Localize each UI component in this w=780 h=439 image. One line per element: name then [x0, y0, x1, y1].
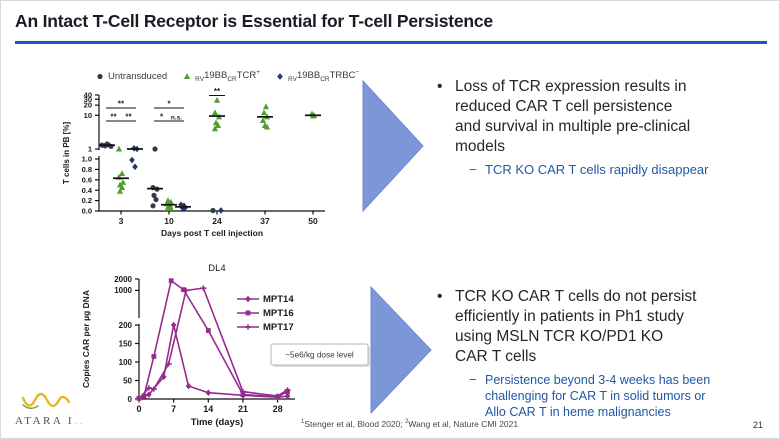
svg-text:0.4: 0.4	[82, 186, 93, 195]
svg-text:10: 10	[164, 216, 174, 226]
legend-marker-icon	[277, 73, 283, 80]
svg-text:0.2: 0.2	[82, 196, 92, 205]
svg-text:1000: 1000	[114, 286, 132, 295]
bullet-main-text: TCR KO CAR T cells do not persist effici…	[455, 288, 697, 366]
arrow-right-icon	[370, 285, 432, 415]
legend-marker-icon	[184, 73, 191, 80]
svg-text:**: **	[110, 113, 117, 122]
legend-item: Untransduced	[95, 71, 167, 82]
svg-text:150: 150	[119, 339, 133, 348]
svg-text:30: 30	[84, 95, 92, 104]
svg-text:0.6: 0.6	[82, 175, 92, 184]
svg-text:DL4: DL4	[208, 263, 225, 274]
page-title: An Intact T-Cell Receptor is Essential f…	[15, 11, 493, 31]
svg-text:Days post T cell injection: Days post T cell injection	[161, 228, 263, 238]
bullet-block-preclinical: • Loss of TCR expression results in redu…	[437, 77, 747, 178]
legend-item: RV19BBCRTCR+	[182, 69, 260, 83]
svg-text:Copies CAR per µg DNA: Copies CAR per µg DNA	[81, 290, 91, 388]
svg-text:3: 3	[119, 216, 124, 226]
svg-text:**: **	[214, 87, 221, 96]
svg-text:**: **	[118, 100, 125, 109]
sub-bullet-text: Persistence beyond 3-4 weeks has been ch…	[485, 372, 711, 419]
svg-text:37: 37	[260, 216, 270, 226]
legend-label: Untransduced	[108, 70, 168, 82]
svg-text:*: *	[160, 113, 164, 122]
svg-text:21: 21	[238, 404, 248, 414]
dash-icon: −	[469, 161, 477, 177]
svg-text:20: 20	[84, 101, 92, 110]
svg-text:n.s.: n.s.	[171, 115, 182, 122]
svg-text:2000: 2000	[114, 275, 132, 284]
svg-text:Time (days): Time (days)	[191, 417, 244, 428]
svg-text:*: *	[167, 100, 171, 109]
svg-text:MPT17: MPT17	[263, 322, 294, 333]
svg-text:0.0: 0.0	[82, 207, 92, 216]
svg-text:**: **	[125, 113, 132, 122]
atara-logo-icon	[21, 392, 71, 410]
bullet-icon: •	[437, 288, 443, 305]
dash-icon: −	[469, 371, 477, 387]
svg-text:0.8: 0.8	[82, 165, 92, 174]
bullet-icon: •	[437, 78, 443, 95]
legend-marker-icon	[97, 73, 103, 80]
page-number: 21	[752, 420, 763, 430]
line-chart-dl4-copies-car: DL4 0 50 100 150 200 1000 2000 0 7 14 21 28 Copies CA…	[81, 263, 370, 428]
scatter-legend: Untransduced RV19BBCRTCR+ RV19BBCRTRBC−	[95, 69, 359, 83]
svg-text:7: 7	[171, 404, 176, 414]
title-underline	[15, 41, 767, 44]
svg-text:0: 0	[128, 395, 133, 404]
svg-text:50: 50	[123, 376, 132, 385]
atara-logo-text: ATARA I..	[15, 415, 86, 427]
svg-text:28: 28	[273, 404, 283, 414]
svg-text:40: 40	[84, 91, 92, 100]
svg-text:1: 1	[88, 145, 92, 154]
svg-text:100: 100	[119, 358, 133, 367]
svg-text:200: 200	[119, 321, 133, 330]
svg-text:MPT16: MPT16	[263, 308, 294, 319]
bullet-main-text: Loss of TCR expression results in reduce…	[455, 78, 691, 156]
svg-text:~5e6/kg dose level: ~5e6/kg dose level	[285, 351, 354, 360]
svg-text:24: 24	[212, 216, 222, 226]
arrow-right-icon	[362, 79, 424, 213]
legend-item: RV19BBCRTRBC−	[275, 69, 359, 83]
legend-label: RV19BBCRTRBC−	[288, 69, 360, 84]
svg-text:T cells in PB [%]: T cells in PB [%]	[62, 122, 71, 185]
svg-text:14: 14	[203, 404, 213, 414]
sub-bullet-text: TCR KO CAR T cells rapidly disappear	[485, 161, 709, 177]
svg-text:50: 50	[308, 216, 318, 226]
footnote-references: 1Stenger et al, Blood 2020; 2Wang et al,…	[301, 419, 519, 429]
legend-label: RV19BBCRTCR+	[195, 69, 261, 84]
svg-text:0: 0	[136, 404, 141, 414]
svg-text:10: 10	[84, 111, 92, 120]
svg-text:1.0: 1.0	[82, 155, 92, 164]
bullet-block-clinical: • TCR KO CAR T cells do not persist effi…	[437, 287, 747, 420]
svg-text:MPT14: MPT14	[263, 294, 294, 305]
